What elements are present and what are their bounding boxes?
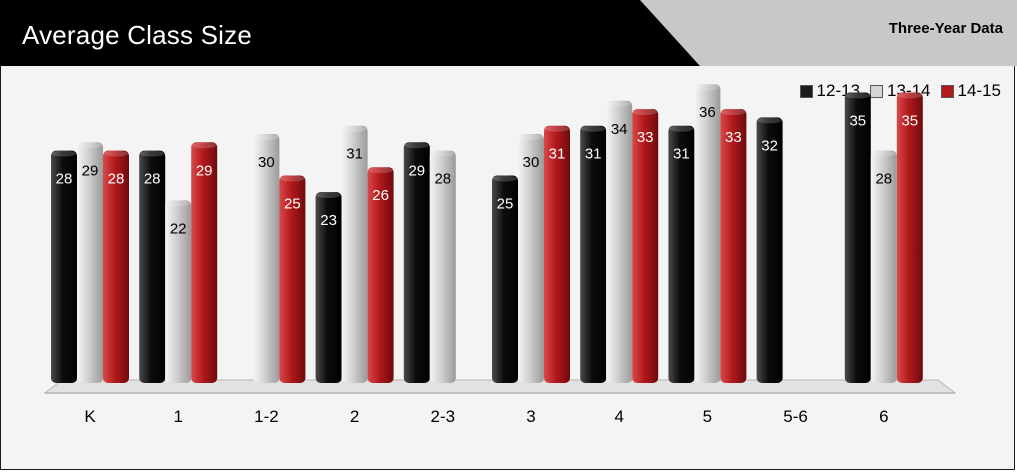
bar-cap-13-14-2 (342, 125, 367, 132)
bar-cap-12-13-3 (493, 175, 517, 182)
bar-cap-13-14-K (78, 142, 102, 149)
data-label-12-13-6: 35 (849, 113, 866, 130)
x-tick-label-3: 3 (526, 407, 535, 426)
data-label-13-14-3: 30 (523, 154, 540, 171)
bar-13-14-1-2 (253, 134, 280, 383)
bar-12-13-5-6 (756, 117, 783, 384)
data-label-13-14-1: 22 (170, 220, 187, 237)
bar-cap-14-15-1-2 (280, 175, 305, 182)
bar-cap-12-13-4 (581, 125, 606, 132)
header-title-panel (0, 0, 700, 66)
bar-12-13-2 (315, 192, 342, 383)
x-tick-label-2: 2 (350, 407, 359, 426)
bar-12-13-4 (580, 125, 607, 383)
data-label-12-13-2-3: 29 (408, 162, 425, 179)
x-tick-label-5: 5 (703, 407, 712, 426)
bar-cap-13-14-3 (519, 134, 543, 140)
x-tick-label-1: 1 (173, 407, 182, 426)
bar-cap-13-14-2-3 (430, 150, 455, 157)
data-label-14-15-2: 26 (372, 187, 389, 204)
x-tick-label-5-6: 5-6 (783, 407, 808, 426)
data-label-13-14-K: 29 (82, 162, 99, 179)
bar-14-15-5 (720, 109, 747, 383)
bar-14-15-1-2 (279, 175, 306, 383)
data-label-13-14-5: 36 (699, 104, 716, 121)
bar-14-15-4 (632, 109, 659, 383)
bar-13-14-K (77, 142, 103, 383)
data-label-13-14-4: 34 (611, 121, 628, 138)
header-subtitle: Three-Year Data (888, 20, 1003, 37)
bar-cap-12-13-2 (316, 192, 341, 199)
bar-cap-12-13-K (52, 150, 76, 157)
bar-cap-13-14-4 (607, 100, 632, 107)
bar-cap-13-14-6 (871, 150, 896, 157)
bar-cap-13-14-5 (695, 84, 720, 91)
bar-13-14-2-3 (429, 150, 456, 383)
bar-cap-12-13-6 (845, 92, 870, 99)
legend-item-14-15: 14-15 (940, 81, 1001, 101)
bar-12-13-1 (139, 150, 166, 383)
data-label-13-14-2-3: 28 (434, 171, 451, 188)
bar-12-13-6 (844, 92, 871, 383)
bar-cap-14-15-6 (897, 92, 922, 99)
bar-13-14-2 (341, 125, 368, 383)
x-tick-label-6: 6 (879, 407, 888, 426)
bar-cap-14-15-4 (633, 109, 658, 116)
bar-14-15-2 (367, 167, 394, 383)
bar-14-15-6 (896, 92, 923, 383)
legend-swatch-14-15 (940, 84, 954, 98)
data-label-12-13-2: 23 (320, 212, 337, 229)
x-tick-label-2-3: 2-3 (431, 407, 456, 426)
data-label-12-13-5: 31 (673, 146, 690, 163)
bar-12-13-2-3 (403, 142, 430, 383)
bar-cap-14-15-3 (545, 125, 569, 132)
bar-cap-12-13-5 (669, 125, 694, 132)
data-label-14-15-3: 31 (549, 146, 566, 163)
legend-label-14-15: 14-15 (957, 81, 1001, 100)
data-label-13-14-6: 28 (875, 171, 892, 188)
legend-swatch-13-14 (870, 84, 884, 98)
bar-cap-13-14-1 (166, 200, 191, 207)
bar-cap-13-14-1-2 (254, 134, 279, 140)
x-tick-label-4: 4 (614, 407, 623, 426)
legend-swatch-12-13 (799, 84, 813, 98)
bar-13-14-6 (870, 150, 897, 383)
bar-12-13-3 (492, 175, 518, 383)
data-label-14-15-6: 35 (901, 113, 918, 130)
x-tick-label-K: K (84, 407, 96, 426)
bar-14-15-1 (191, 142, 218, 383)
bar-cap-12-13-2-3 (404, 142, 429, 149)
data-label-12-13-1: 28 (144, 171, 161, 188)
bar-13-14-4 (606, 100, 633, 384)
data-label-14-15-1-2: 25 (284, 196, 301, 213)
bar-13-14-5 (694, 84, 721, 383)
data-label-12-13-3: 25 (497, 196, 514, 213)
data-label-12-13-5-6: 32 (761, 137, 778, 154)
x-tick-label-1-2: 1-2 (254, 407, 279, 426)
data-label-14-15-5: 33 (725, 129, 742, 146)
data-label-12-13-K: 28 (56, 171, 73, 188)
data-label-14-15-1: 29 (196, 162, 213, 179)
bar-14-15-3 (544, 125, 570, 383)
bar-cap-14-15-5 (721, 109, 746, 116)
data-label-14-15-4: 33 (637, 129, 654, 146)
page-title: Average Class Size (22, 20, 253, 50)
bar-cap-14-15-K (104, 150, 128, 157)
data-label-13-14-2: 31 (346, 146, 363, 163)
data-label-12-13-4: 31 (585, 146, 602, 163)
bar-cap-14-15-1 (192, 142, 217, 149)
data-label-14-15-K: 28 (108, 171, 125, 188)
bar-cap-14-15-2 (368, 167, 393, 174)
bar-12-13-5 (668, 125, 695, 383)
bar-cap-12-13-5-6 (757, 117, 782, 124)
bar-13-14-1 (165, 200, 192, 383)
bar-13-14-3 (518, 134, 544, 383)
bar-14-15-K (103, 150, 129, 383)
data-label-13-14-1-2: 30 (258, 154, 275, 171)
bar-cap-12-13-1 (140, 150, 165, 157)
bar-12-13-K (51, 150, 77, 383)
